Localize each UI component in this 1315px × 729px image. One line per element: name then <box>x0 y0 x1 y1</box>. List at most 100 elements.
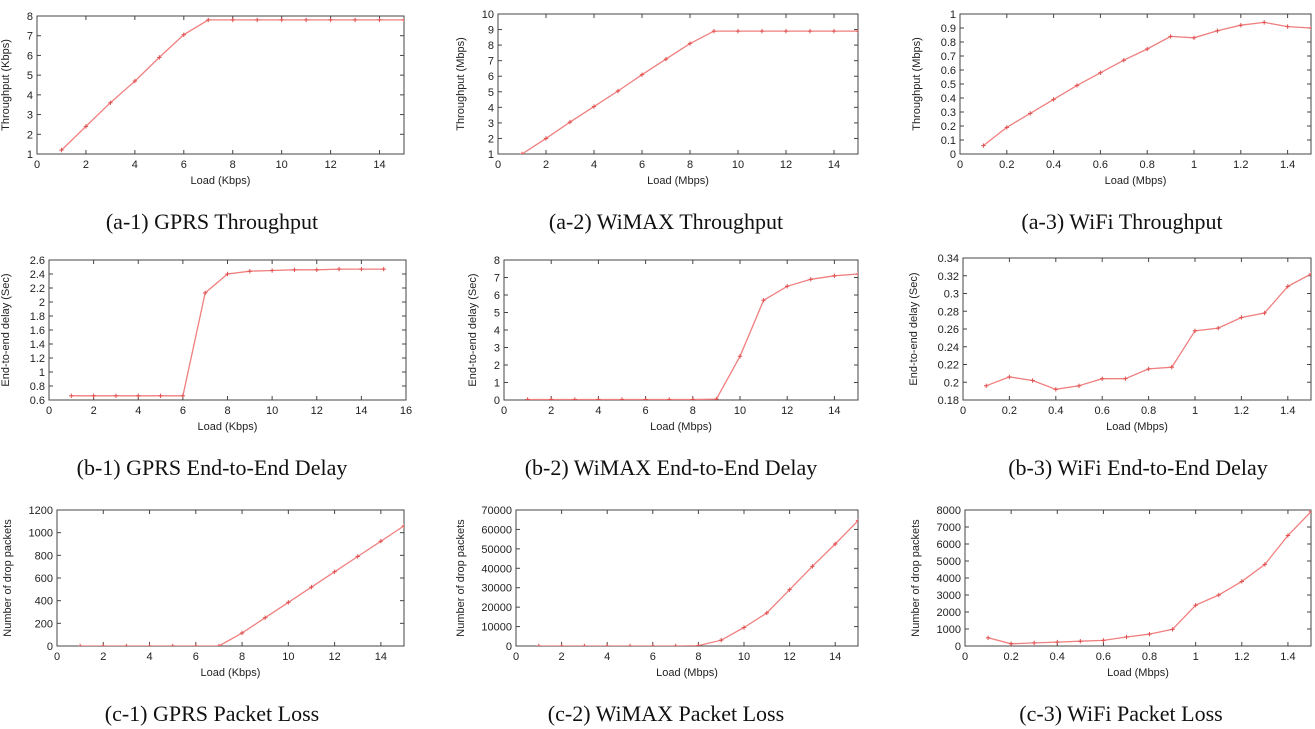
data-point <box>1216 592 1221 598</box>
data-point <box>1074 83 1080 88</box>
x-tick-label: 10 <box>734 405 746 417</box>
y-axis-label: Throughput (Mbps) <box>455 37 467 131</box>
y-tick-label: 40000 <box>481 563 512 575</box>
x-axis-label: Load (Mbps) <box>1107 667 1169 679</box>
y-axis-label: End-to-end delay (Sec) <box>467 273 479 386</box>
data-point <box>206 17 211 23</box>
data-point <box>1262 310 1267 316</box>
data-point <box>1147 631 1152 637</box>
data-point <box>855 28 858 34</box>
x-tick-label: 10 <box>282 651 294 663</box>
data-point <box>263 615 268 620</box>
x-tick-label: 0.8 <box>1140 159 1155 171</box>
data-point <box>1285 24 1290 29</box>
x-tick-label: 2 <box>91 405 97 417</box>
y-tick-label: 0.7 <box>941 51 956 63</box>
x-axis-label: Load (Mbps) <box>1105 175 1167 187</box>
data-point <box>59 147 64 153</box>
x-tick-label: 0 <box>34 159 40 171</box>
x-tick-label: 0 <box>962 651 968 663</box>
chart-panel-c-3: 0 0.2 0.4 0.6 0.8 1 1.2 1.4 0 1000 2000 3000 4000 500… <box>910 505 1312 726</box>
y-tick-label: 2.2 <box>30 283 45 295</box>
data-point <box>286 600 291 605</box>
y-tick-label: 0.2 <box>941 121 956 133</box>
plot-frame-c-3 <box>964 509 1312 647</box>
data-point <box>336 266 342 272</box>
data-point <box>759 28 765 34</box>
y-tick-label: 6000 <box>937 539 961 551</box>
caption-b-1: (b-1) GPRS End-to-End Delay <box>77 455 348 480</box>
data-point <box>1146 366 1151 372</box>
data-point <box>1193 603 1198 608</box>
data-point <box>1004 125 1009 130</box>
y-axis-label: End-to-end delay (Sec) <box>908 272 920 385</box>
data-point <box>83 124 89 129</box>
data-point <box>627 643 633 646</box>
x-axis-label: Load (Mbps) <box>1106 421 1168 433</box>
x-axis-label: Load (Kbps) <box>198 421 258 433</box>
x-tick-label: 14 <box>828 405 840 417</box>
x-tick-label: 12 <box>324 159 336 171</box>
y-tick-label: 9 <box>488 25 494 37</box>
y-tick-label: 0.6 <box>941 65 956 77</box>
data-point <box>1008 641 1014 646</box>
y-tick-label: 400 <box>35 596 53 608</box>
x-tick-label: 16 <box>400 405 412 417</box>
data-point <box>1169 364 1174 370</box>
plot-frame-a-1 <box>36 15 405 155</box>
data-point <box>711 28 717 34</box>
data-point <box>1308 510 1311 514</box>
data-point <box>303 17 309 23</box>
x-tick-label: 0.6 <box>1093 159 1108 171</box>
y-tick-label: 8 <box>488 40 494 52</box>
y-tick-label: 1.6 <box>30 325 45 337</box>
y-tick-label: 0.1 <box>941 135 956 147</box>
data-point <box>1051 97 1056 102</box>
y-tick-label: 0.4 <box>941 93 956 105</box>
data-point <box>328 17 333 23</box>
y-tick-label: 0.5 <box>941 79 956 91</box>
y-tick-label: 2.4 <box>30 269 45 281</box>
series-line <box>71 268 384 397</box>
y-tick-label: 800 <box>35 550 53 562</box>
data-point <box>147 643 152 646</box>
plot-frame-b-3 <box>962 257 1312 401</box>
y-tick-label: 5 <box>494 308 500 320</box>
x-tick-label: 1.4 <box>1280 159 1295 171</box>
x-tick-label: 8 <box>687 159 693 171</box>
x-tick-label: 6 <box>643 405 649 417</box>
x-tick-label: 0 <box>513 651 519 663</box>
x-tick-label: 4 <box>135 405 141 417</box>
data-point <box>985 635 991 641</box>
data-point <box>807 28 813 34</box>
data-point <box>401 523 404 529</box>
x-tick-label: 14 <box>355 405 367 417</box>
x-tick-label: 8 <box>690 405 696 417</box>
x-tick-label: 12 <box>328 651 340 663</box>
x-tick-label: 0.4 <box>1046 159 1061 171</box>
y-tick-label: 0 <box>950 149 956 161</box>
data-point <box>309 584 314 590</box>
y-tick-label: 7 <box>494 273 500 285</box>
y-tick-label: 3 <box>494 343 500 355</box>
y-tick-label: 7 <box>488 56 494 68</box>
data-point <box>1145 46 1150 52</box>
x-tick-label: 0.6 <box>1095 405 1110 417</box>
data-point <box>292 267 297 272</box>
data-point <box>761 298 766 303</box>
data-point <box>180 393 186 398</box>
x-tick-label: 10 <box>738 651 750 663</box>
data-point <box>170 643 175 646</box>
data-point <box>77 643 83 646</box>
data-point <box>615 88 621 94</box>
data-point <box>1238 23 1243 28</box>
y-tick-label: 20000 <box>481 602 512 614</box>
y-tick-label: 6 <box>494 290 500 302</box>
x-tick-label: 4 <box>146 651 152 663</box>
data-point <box>714 396 719 400</box>
chart-panel-a-3: 0 0.2 0.4 0.6 0.8 1 1.2 1.400.10.20.30.40.50.60… <box>911 9 1312 234</box>
series-line <box>80 525 404 646</box>
chart-panel-c-1: 0 2 4 6 8 10 12 14 0 200 400 600 800 1000 1200 Load (Kb… <box>2 505 405 726</box>
data-point <box>536 643 541 646</box>
